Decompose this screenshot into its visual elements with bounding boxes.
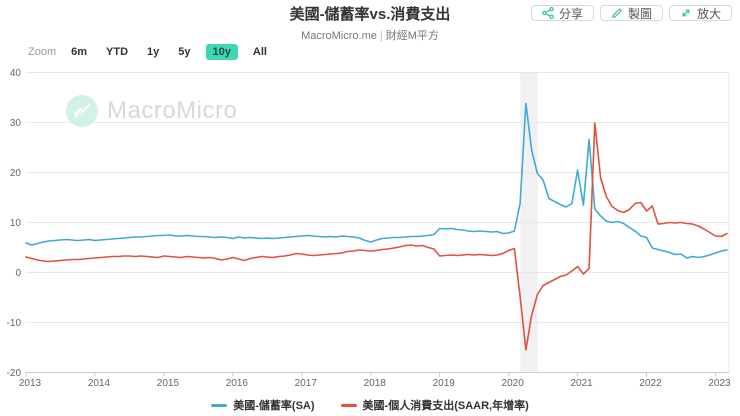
legend-dash-icon (211, 403, 228, 407)
range-option-6m[interactable]: 6m (71, 46, 88, 58)
header-toolbar: 分享 製圖 放大 (530, 5, 732, 21)
range-option-all[interactable]: All (252, 46, 267, 58)
range-selector: Zoom 6m YTD 1y 5y 10y All (28, 44, 271, 60)
range-option-10y[interactable]: 10y (205, 44, 238, 60)
zoom-in-button-label: 放大 (696, 6, 721, 21)
share-icon (542, 7, 554, 19)
legend-item-0[interactable]: 美國-儲蓄率(SA) (211, 397, 315, 413)
expand-icon (680, 7, 692, 19)
range-option-ytd[interactable]: YTD (106, 46, 129, 58)
zoom-label: Zoom (28, 46, 57, 58)
share-button[interactable]: 分享 (530, 5, 594, 21)
share-button-label: 分享 (558, 6, 583, 21)
series-line-0[interactable] (25, 102, 728, 259)
legend: 美國-儲蓄率(SA) 美國-個人消費支出(SAAR,年增率) (0, 397, 740, 413)
pencil-icon (611, 7, 623, 19)
draw-chart-button-label: 製圖 (627, 6, 652, 21)
legend-dash-icon (340, 403, 357, 407)
range-option-5y[interactable]: 5y (178, 46, 191, 58)
draw-chart-button[interactable]: 製圖 (599, 5, 663, 21)
zoom-in-button[interactable]: 放大 (668, 5, 732, 21)
legend-label: 美國-個人消費支出(SAAR,年增率) (362, 400, 529, 412)
series-line-1[interactable] (25, 122, 728, 351)
legend-item-1[interactable]: 美國-個人消費支出(SAAR,年增率) (340, 397, 529, 413)
legend-label: 美國-儲蓄率(SA) (233, 400, 315, 412)
range-option-1y[interactable]: 1y (147, 46, 160, 58)
